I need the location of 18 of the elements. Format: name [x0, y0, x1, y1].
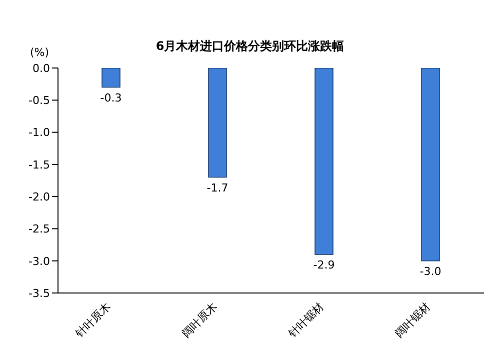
data-label: -0.3 [100, 91, 122, 104]
y-tick-label: -3.0 [28, 254, 50, 268]
data-label: -1.7 [206, 181, 228, 194]
y-tick-label: -2.5 [28, 222, 50, 236]
y-tick-label: -1.0 [28, 126, 50, 140]
y-tick-label: -2.0 [28, 190, 50, 204]
data-label: -3.0 [420, 264, 442, 278]
x-tick-label: 针叶锯材 [285, 300, 326, 341]
chart-title: 6月木材进口价格分类别环比涨跌幅 [156, 39, 344, 53]
y-tick-label: 0.0 [32, 62, 50, 75]
y-tick-label: -1.5 [28, 158, 50, 172]
y-tick-label: -3.5 [28, 286, 50, 300]
y-axis-title: (%) [30, 46, 50, 59]
data-label: -2.9 [313, 258, 335, 272]
y-tick-label: -0.5 [28, 94, 50, 108]
x-tick-label: 阔叶锯材 [392, 300, 433, 340]
x-tick-label: 阔叶原木 [180, 300, 220, 340]
x-tick-label: 针叶原木 [72, 300, 114, 341]
